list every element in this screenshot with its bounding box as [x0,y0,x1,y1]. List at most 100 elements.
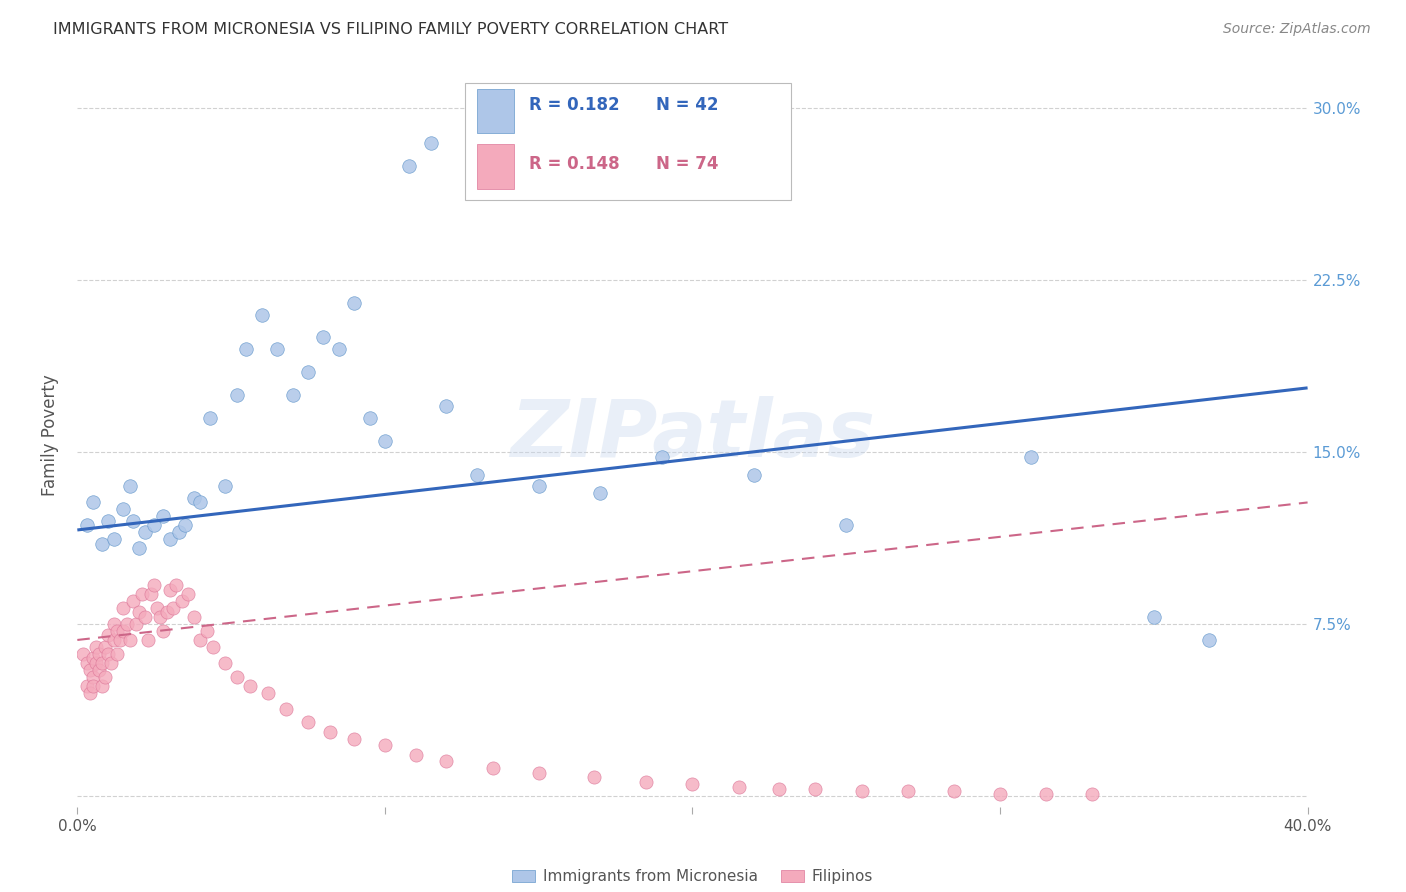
Point [165,578,187,592]
Point [105,647,128,661]
Point [177,587,200,601]
Point [420,136,443,150]
Point [318,724,340,739]
Point [134,525,156,540]
Point [141,587,163,601]
Point [90,537,114,551]
Point [343,296,366,310]
Point [82,495,104,509]
Point [768,781,790,796]
Point [343,731,366,746]
Point [1019,450,1042,464]
Point [112,624,135,638]
Point [250,308,273,322]
Point [465,467,488,482]
Point [235,342,257,356]
Point [188,495,212,509]
Point [152,624,174,638]
FancyBboxPatch shape [477,145,515,189]
Point [436,755,458,769]
Point [118,479,141,493]
Point [942,784,965,798]
Point [121,514,143,528]
Point [727,780,749,794]
Point [1198,632,1220,647]
Point [297,715,319,730]
Point [583,771,606,785]
Point [146,600,169,615]
Point [159,532,181,546]
Point [94,640,117,654]
Point [110,632,132,647]
Point [195,624,218,638]
Point [183,491,205,505]
Point [201,640,224,654]
Point [103,632,125,647]
Point [152,509,174,524]
Text: R = 0.148: R = 0.148 [529,155,620,173]
Point [131,587,153,601]
Point [239,679,262,693]
Text: N = 42: N = 42 [655,96,718,114]
Point [97,647,120,661]
Point [97,628,120,642]
Point [188,632,212,647]
Point [134,610,156,624]
Point [103,616,125,631]
Point [742,467,765,482]
Point [682,777,704,791]
FancyBboxPatch shape [477,88,515,133]
Point [159,582,181,597]
Point [149,610,172,624]
Point [121,594,143,608]
Point [835,518,858,533]
Point [167,525,190,540]
Point [804,781,827,796]
Point [651,450,673,464]
Point [281,388,304,402]
Point [82,679,104,693]
Point [266,342,288,356]
Point [636,775,658,789]
Point [115,616,138,631]
Text: ZIPatlas: ZIPatlas [510,396,875,474]
Point [405,747,427,762]
Point [82,651,104,665]
Point [257,686,280,700]
Point [436,399,458,413]
Point [112,600,135,615]
Point [162,600,184,615]
Point [398,159,420,173]
Point [276,702,298,716]
Point [226,388,249,402]
Point [125,616,148,631]
Point [527,765,550,780]
Point [214,656,236,670]
Point [174,518,197,533]
Point [183,610,205,624]
Point [90,679,114,693]
Point [214,479,236,493]
Point [527,479,550,493]
Point [374,434,396,448]
Point [87,663,110,677]
Point [118,632,141,647]
Point [82,670,104,684]
Point [1081,787,1104,801]
Point [312,330,335,344]
Point [226,670,249,684]
Point [112,502,135,516]
FancyBboxPatch shape [465,83,792,200]
Point [1035,787,1057,801]
Point [84,640,107,654]
Point [84,656,107,670]
Point [79,686,101,700]
Point [297,365,319,379]
Point [72,647,94,661]
Point [97,514,120,528]
Point [328,342,350,356]
Point [897,784,920,798]
Point [105,624,128,638]
Point [359,410,381,425]
Point [128,541,150,556]
